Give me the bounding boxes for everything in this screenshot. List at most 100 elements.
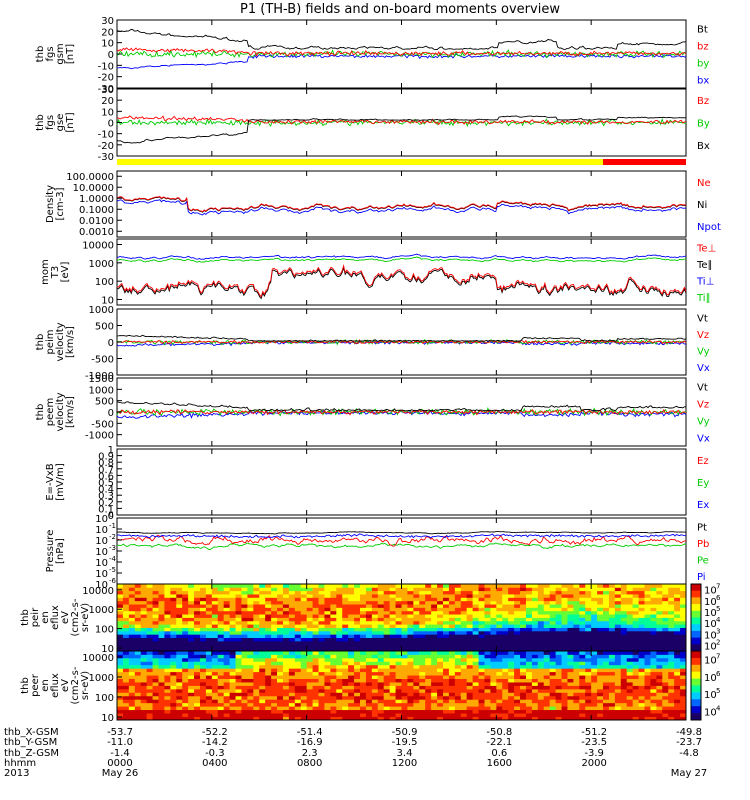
peer_spec-cell bbox=[460, 654, 468, 659]
peir_spec-cell bbox=[265, 610, 272, 615]
peer_spec-cell bbox=[277, 668, 284, 673]
peir_spec-cell bbox=[549, 610, 557, 615]
peer_spec-cell bbox=[638, 688, 645, 693]
peir_spec-cell bbox=[223, 647, 231, 652]
peer_spec-cell bbox=[431, 675, 438, 679]
peer_spec-cell bbox=[318, 657, 325, 662]
peer_spec-cell bbox=[561, 682, 568, 686]
peer_spec-cell bbox=[348, 695, 355, 700]
peir_spec-cell bbox=[188, 640, 195, 645]
peir_spec-ytick-label: 100 bbox=[95, 625, 114, 636]
peer_spec-cell bbox=[520, 664, 527, 669]
peir_spec-cell bbox=[377, 634, 385, 638]
peim_velocity-series-0 bbox=[116, 334, 687, 342]
peer_spec-cell bbox=[614, 668, 622, 673]
peir_spec-cell bbox=[531, 584, 539, 588]
peer_spec-cell bbox=[229, 675, 236, 679]
peer_spec-cell bbox=[514, 692, 521, 697]
peer_spec-cell bbox=[318, 699, 325, 704]
peer_spec-cell bbox=[508, 668, 515, 673]
peir_spec-cell bbox=[312, 644, 319, 649]
peer_spec-cell bbox=[170, 688, 177, 693]
peer_spec-cell bbox=[300, 695, 308, 700]
peer_spec-colorbar-band bbox=[691, 678, 701, 686]
peer_spec-cell bbox=[484, 692, 491, 697]
peer_spec-cell bbox=[680, 678, 687, 683]
peir_spec-cell bbox=[638, 637, 645, 642]
peer_spec-cell bbox=[460, 713, 468, 717]
peir_spec-cell bbox=[490, 594, 497, 598]
peer_spec-cell bbox=[413, 671, 420, 676]
peir_spec-cell bbox=[431, 624, 438, 628]
peir_spec-cell bbox=[348, 604, 355, 608]
peir_spec-cell bbox=[431, 587, 438, 592]
peer_spec-cell bbox=[567, 661, 574, 666]
peer_spec-cell bbox=[152, 661, 159, 666]
peer_spec-cell bbox=[555, 678, 562, 683]
peer_spec-cell bbox=[395, 709, 402, 714]
peer_spec-cell bbox=[579, 678, 586, 683]
peer_spec-ytick-label: 1000 bbox=[89, 673, 114, 684]
peer_spec-cell bbox=[603, 685, 610, 690]
peir_spec-cell bbox=[508, 584, 515, 588]
peir_spec-cell bbox=[496, 637, 503, 642]
peir_spec-cell bbox=[454, 637, 462, 642]
peir_spec-cell bbox=[348, 587, 355, 592]
peir_spec-cell bbox=[466, 607, 474, 612]
peir_spec-cell bbox=[330, 597, 337, 602]
peer_spec-cell bbox=[597, 688, 604, 693]
peir_spec-cell bbox=[543, 594, 551, 598]
peir_spec-cell bbox=[644, 617, 651, 622]
peer_spec-cell bbox=[336, 702, 343, 707]
peer_spec-cell bbox=[122, 675, 130, 679]
peir_spec-cell bbox=[531, 627, 539, 632]
peer_spec-cell bbox=[205, 661, 213, 666]
peir_spec-cell bbox=[662, 607, 669, 612]
peir_spec-cell bbox=[217, 640, 225, 645]
peer_spec-cell bbox=[324, 657, 331, 662]
peir_spec-cell bbox=[644, 627, 651, 632]
peer_spec-cell bbox=[389, 695, 396, 700]
peer_spec-cell bbox=[365, 688, 373, 693]
peer_spec-cell bbox=[419, 651, 426, 655]
peer_spec-cell bbox=[342, 682, 349, 686]
peer_spec-cell bbox=[288, 668, 296, 673]
peer_spec-cell bbox=[442, 695, 450, 700]
peer_spec-cell bbox=[134, 695, 142, 700]
peir_spec-cell bbox=[330, 584, 337, 588]
peir_spec-cell bbox=[371, 647, 379, 652]
peir_spec-cell bbox=[520, 597, 527, 602]
peer_spec-cell bbox=[182, 692, 189, 697]
peir_spec-cell bbox=[146, 604, 153, 608]
peer_spec-cell bbox=[354, 668, 361, 673]
peir_spec-cell bbox=[662, 634, 669, 638]
peer_spec-cell bbox=[573, 685, 580, 690]
peer_spec-cell bbox=[644, 702, 651, 707]
peer_spec-cell bbox=[561, 702, 568, 707]
peer_spec-cell bbox=[164, 671, 171, 676]
peer_spec-cell bbox=[395, 716, 402, 721]
peir_spec-cell bbox=[442, 614, 450, 618]
peir_spec-cell bbox=[490, 610, 497, 615]
peer_spec-cell bbox=[128, 651, 136, 655]
peir_spec-cell bbox=[472, 597, 479, 602]
peer_spec-cell bbox=[128, 685, 136, 690]
peer_spec-cell bbox=[531, 713, 539, 717]
peer_spec-cell bbox=[425, 699, 432, 704]
peir_spec-cell bbox=[448, 630, 456, 635]
peer_spec-ytick-label: 10000 bbox=[82, 653, 114, 664]
peer_spec-cell bbox=[579, 702, 586, 707]
peir_spec-cell bbox=[502, 620, 509, 625]
peer_spec-cell bbox=[199, 668, 207, 673]
peer_spec-cell bbox=[158, 668, 165, 673]
peir_spec-cell bbox=[472, 584, 479, 588]
fgs_gsm-legend-1: bz bbox=[697, 42, 709, 53]
peir_spec-cell bbox=[662, 587, 669, 592]
peer_spec-cell bbox=[318, 695, 325, 700]
peer_spec-cell bbox=[608, 651, 616, 655]
peir_spec-cell bbox=[674, 644, 681, 649]
peir_spec-cell bbox=[656, 614, 663, 618]
peir_spec-cell bbox=[413, 597, 420, 602]
peir_spec-cell bbox=[164, 604, 171, 608]
peer_spec-cell bbox=[164, 657, 171, 662]
